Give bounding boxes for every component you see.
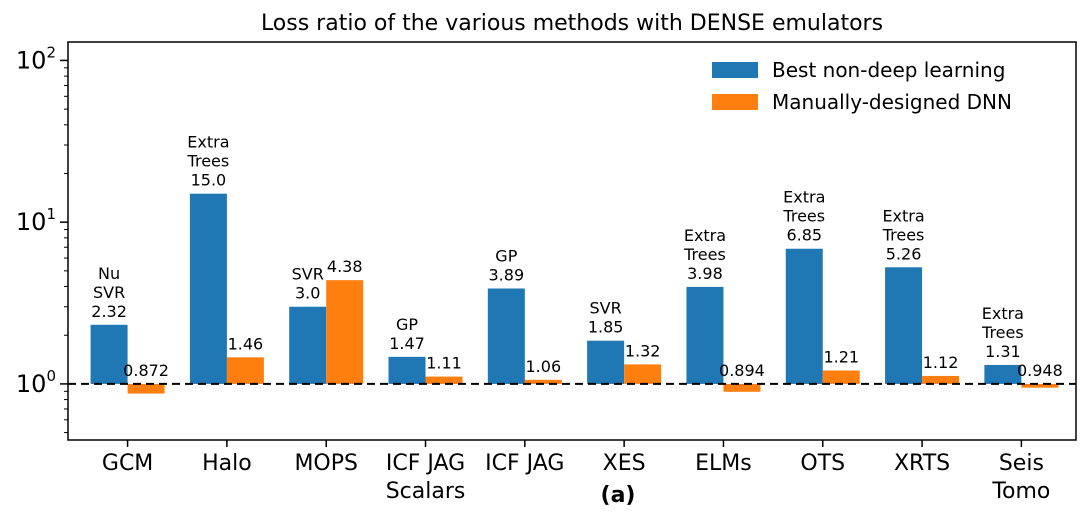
bar-best-non-deep (587, 340, 625, 384)
bar-value-label: 1.06 (526, 357, 562, 376)
legend-swatch (712, 94, 758, 110)
bars-group (90, 193, 1059, 394)
bar-manual-dnn (425, 376, 463, 384)
bar-value-label: Trees (187, 152, 230, 171)
bar-best-non-deep (189, 193, 227, 384)
bar-value-label: Extra (882, 206, 924, 225)
x-tick-label: Seis (999, 451, 1044, 476)
bar-value-label: Trees (882, 225, 925, 244)
bar-value-label: 1.31 (985, 342, 1021, 361)
bar-value-label: Extra (982, 304, 1024, 323)
bar-manual-dnn (922, 375, 960, 384)
panel-label: (a) (601, 483, 636, 508)
bar-best-non-deep (885, 267, 923, 384)
chart-title: Loss ratio of the various methods with D… (261, 11, 883, 36)
bar-value-label: 3.98 (687, 264, 723, 283)
bar-manual-dnn (524, 379, 562, 384)
y-tick-label: 102 (16, 43, 56, 74)
x-tick-label: ICF JAG (485, 451, 564, 476)
legend-swatch (712, 62, 758, 78)
plot-frame (67, 41, 1077, 441)
bar-manual-dnn (127, 383, 165, 394)
bar-value-label: 3.0 (295, 284, 320, 303)
bar-value-label: GP (396, 315, 418, 334)
x-tick-label: Tomo (991, 479, 1050, 504)
bar-value-label: Trees (683, 245, 726, 264)
x-tick-label: Halo (202, 451, 252, 476)
bar-best-non-deep (90, 324, 128, 384)
bar-value-label: 5.26 (886, 244, 922, 263)
y-tick-label: 101 (16, 205, 56, 236)
bar-value-label: 0.872 (123, 361, 169, 380)
bar-manual-dnn (226, 357, 264, 384)
bar-best-non-deep (984, 364, 1022, 384)
bar-best-non-deep (388, 356, 426, 384)
bar-value-label: Nu (98, 264, 120, 283)
x-tick-label: ICF JAG (386, 451, 465, 476)
bar-value-label: 0.894 (719, 361, 765, 380)
bar-value-label: 3.89 (489, 265, 525, 284)
x-tick-label: ELMs (695, 451, 752, 476)
bar-manual-dnn (624, 364, 662, 384)
x-tick-label: OTS (800, 451, 845, 476)
bar-value-label: 1.85 (588, 318, 624, 337)
x-tick-label: MOPS (294, 451, 358, 476)
bar-value-label: 1.11 (426, 354, 462, 373)
x-tick-label: XES (603, 451, 646, 476)
bar-value-label: Extra (187, 133, 229, 152)
bar-value-label: Extra (684, 226, 726, 245)
bar-value-label: 6.85 (786, 226, 822, 245)
bar-manual-dnn (326, 280, 364, 384)
y-tick-label: 100 (16, 367, 56, 398)
bar-value-label: 15.0 (191, 171, 227, 190)
bar-value-label: 1.46 (228, 334, 264, 353)
y-axis-ticks: 100 101 102 (16, 43, 68, 434)
bar-best-non-deep (487, 288, 525, 384)
bar-value-label: 4.38 (327, 257, 363, 276)
bar-best-non-deep (686, 286, 724, 384)
legend-label: Best non-deep learning (772, 58, 1005, 82)
x-tick-label: GCM (102, 451, 153, 476)
bar-value-label: 1.47 (389, 334, 425, 353)
bar-value-label: Trees (981, 323, 1024, 342)
x-tick-label: XRTS (894, 451, 950, 476)
bar-value-label: SVR (590, 299, 622, 318)
bar-value-label: 1.21 (823, 348, 859, 367)
bar-value-label: 1.12 (923, 353, 959, 372)
bar-best-non-deep (289, 306, 327, 384)
bar-value-label: Extra (783, 188, 825, 207)
bar-value-label: Trees (782, 207, 825, 226)
legend: Best non-deep learning Manually-designed … (712, 58, 1012, 114)
bar-value-label: SVR (93, 283, 125, 302)
bar-manual-dnn (723, 383, 761, 392)
bar-manual-dnn (1021, 383, 1059, 388)
legend-label: Manually-designed DNN (772, 90, 1012, 114)
bar-labels: NuSVR2.320.872ExtraTrees15.01.46SVR3.04.… (91, 133, 1063, 380)
bar-value-label: GP (495, 246, 517, 265)
bar-manual-dnn (822, 370, 860, 384)
bar-best-non-deep (785, 248, 823, 384)
bar-value-label: 0.948 (1017, 361, 1063, 380)
bar-value-label: SVR (292, 265, 324, 284)
bar-value-label: 2.32 (91, 302, 127, 321)
x-tick-label: Scalars (386, 479, 466, 504)
bar-value-label: 1.32 (625, 341, 661, 360)
x-axis-categories: GCM Halo MOPS ICF JAG Scalars ICF JAG XES ELMs O… (102, 440, 1050, 504)
